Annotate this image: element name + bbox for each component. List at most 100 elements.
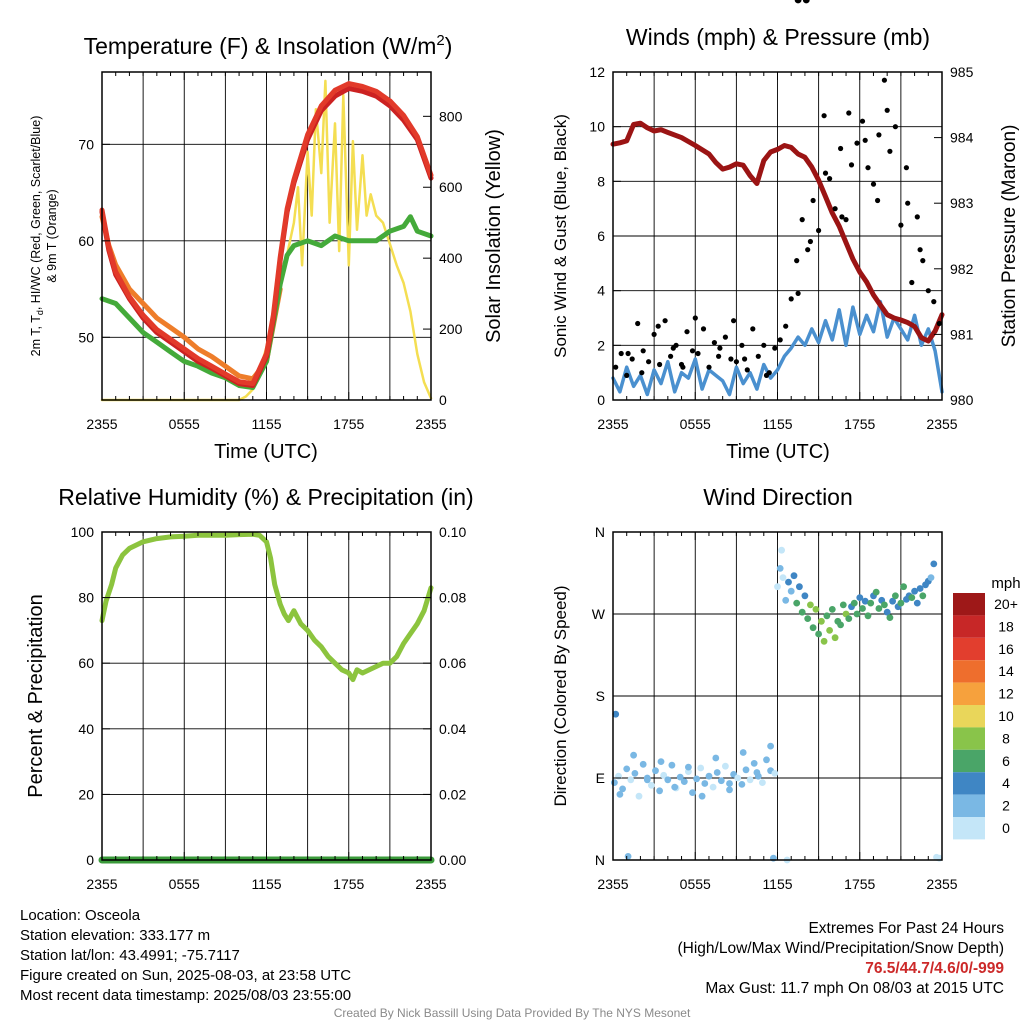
- max-gust: Max Gust: 11.7 mph On 08/03 at 2015 UTC: [705, 980, 1004, 997]
- x-tick-label: 1155: [762, 416, 792, 432]
- direction-point: [889, 597, 896, 605]
- colorbar-swatch: [953, 593, 985, 616]
- gust-point: [613, 364, 619, 370]
- series-line-dewpoint: [99, 214, 434, 390]
- gust-point: [655, 323, 661, 329]
- direction-point: [656, 787, 663, 795]
- left-y-tick-label: 4: [597, 283, 605, 299]
- colorbar-label: 10: [998, 708, 1014, 724]
- gust-point: [739, 342, 745, 348]
- direction-point: [850, 599, 858, 607]
- winds-axes: 2355 0555 1155 1755 2355 0 2 4 6 8 10 12 980 981 982 98…: [589, 64, 973, 432]
- direction-point: [807, 601, 814, 609]
- colorbar-label: 2: [1002, 798, 1010, 814]
- gust-point: [807, 238, 814, 245]
- direction-panel-title: Wind Direction: [703, 484, 853, 510]
- direction-point: [746, 776, 754, 784]
- colorbar-label: 8: [1002, 730, 1010, 746]
- left-y-tick-label: 2: [597, 337, 605, 353]
- direction-point: [845, 615, 853, 622]
- direction-point: [738, 781, 746, 788]
- left-y-tick-label: W: [592, 606, 606, 622]
- direction-point: [712, 754, 720, 762]
- direction-point: [742, 766, 750, 774]
- gust-point: [777, 337, 783, 343]
- gust-point: [931, 299, 937, 305]
- temperature-axes: 2355 0555 1155 1755 2355 50 60 70 0 200 400 600 800: [78, 72, 463, 432]
- direction-point: [900, 583, 907, 591]
- colorbar-swatch: [953, 660, 985, 683]
- colorbar-label: 16: [998, 641, 1014, 657]
- left-y-tick-label: 8: [597, 173, 605, 189]
- left-y-tick-label: 70: [78, 136, 94, 152]
- temperature-y-axis-label: 2m T, Td, HI/WC (Red, Green, Scarlet/Blu…: [29, 116, 45, 357]
- humidity-grid: [102, 532, 431, 860]
- x-tick-label: 2355: [597, 416, 628, 432]
- direction-point: [892, 592, 899, 600]
- gust-point: [657, 361, 663, 368]
- gust-point: [788, 296, 794, 302]
- gust-point: [920, 258, 926, 264]
- direction-point: [713, 769, 721, 776]
- extremes-title: Extremes For Past 24 Hours: [808, 920, 1004, 937]
- left-y-tick-label: S: [596, 688, 605, 704]
- x-tick-label: 0555: [680, 416, 711, 432]
- left-y-tick-label: N: [595, 852, 605, 868]
- right-y-tick-label: 0.00: [439, 852, 466, 868]
- gust-point: [783, 323, 789, 329]
- direction-point: [796, 583, 803, 591]
- direction-point: [919, 592, 927, 600]
- colorbar-title: mph: [991, 575, 1020, 592]
- direction-point: [908, 594, 916, 601]
- solar-y-axis-label: Solar Insolation (Yellow): [483, 129, 505, 343]
- gust-point: [898, 222, 904, 228]
- direction-point: [635, 792, 643, 800]
- gust-point: [728, 356, 734, 362]
- direction-point: [828, 606, 836, 613]
- direction-point: [657, 758, 665, 765]
- direction-point: [639, 760, 647, 768]
- left-y-tick-label: 12: [589, 64, 605, 80]
- gust-point: [859, 118, 866, 124]
- right-y-tick-label: 984: [950, 130, 974, 146]
- series-line-heatindex: [99, 81, 434, 387]
- right-y-tick-label: 0: [439, 392, 447, 408]
- colorbar-swatch: [953, 705, 985, 728]
- gust-point: [816, 227, 822, 234]
- gust-point: [795, 290, 801, 296]
- direction-point: [734, 774, 742, 782]
- direction-point: [652, 767, 659, 775]
- direction-point: [916, 585, 924, 592]
- direction-point: [630, 751, 637, 759]
- gust-point: [892, 124, 899, 130]
- left-y-tick-label: 20: [78, 786, 94, 802]
- gust-point: [843, 217, 849, 223]
- gust-point: [706, 364, 712, 370]
- direction-point: [664, 776, 672, 784]
- direction-point: [798, 608, 806, 616]
- direction-point: [911, 587, 918, 595]
- direction-point: [643, 776, 651, 784]
- gust-point: [680, 364, 686, 370]
- temperature-y-axis-label-line2: & 9m T (Orange): [45, 189, 59, 282]
- direction-point: [872, 588, 880, 596]
- direction-point: [709, 783, 717, 791]
- wind-speed-line: [611, 299, 944, 397]
- direction-point: [856, 594, 864, 601]
- right-y-tick-label: 981: [950, 326, 974, 342]
- right-y-tick-label: 400: [439, 250, 463, 266]
- direction-point: [867, 599, 875, 607]
- direction-point: [722, 762, 729, 770]
- gust-point: [629, 356, 635, 362]
- extremes-values: 76.5/44.7/4.6/0/-999: [865, 960, 1004, 977]
- gust-point: [742, 356, 748, 362]
- gust-point: [854, 140, 860, 146]
- direction-point: [619, 785, 626, 793]
- colorbar-swatch: [953, 727, 985, 750]
- credit-line: Created By Nick Bassill Using Data Provi…: [333, 1006, 691, 1020]
- left-y-tick-label: 40: [78, 721, 94, 737]
- x-tick-label: 2355: [597, 876, 628, 892]
- direction-point: [864, 612, 872, 620]
- direction-point: [774, 583, 781, 591]
- direction-point: [802, 0, 810, 4]
